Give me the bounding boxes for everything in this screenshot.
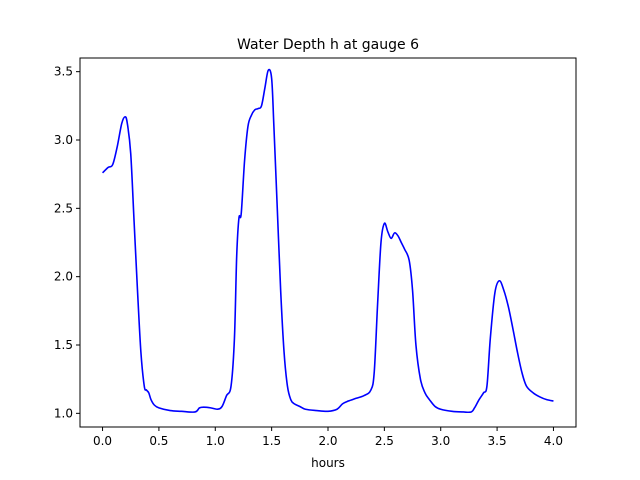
y-tick-label: 2.0 — [54, 270, 73, 284]
x-tick-label: 0.5 — [149, 434, 168, 448]
plot-frame — [79, 57, 577, 428]
series-line-0 — [101, 68, 554, 414]
x-tick-label: 1.5 — [262, 434, 281, 448]
x-tick-label: 0.0 — [93, 434, 112, 448]
y-tick-label: 2.5 — [54, 201, 73, 215]
series-line-layer — [101, 68, 554, 414]
y-axis: 1.0 1.5 2.0 2.5 3.0 3.5 — [54, 65, 80, 420]
x-axis-label: hours — [311, 456, 345, 470]
y-tick-label: 1.0 — [54, 406, 73, 420]
x-tick-label: 2.5 — [375, 434, 394, 448]
x-tick-label: 2.0 — [318, 434, 337, 448]
x-tick-label: 1.0 — [206, 434, 225, 448]
y-tick-label: 3.5 — [54, 65, 73, 79]
x-tick-label: 4.0 — [544, 434, 563, 448]
y-tick-label: 1.5 — [54, 338, 73, 352]
x-axis: 0.0 0.5 1.0 1.5 2.0 2.5 3.0 3.5 4.0 — [93, 427, 563, 448]
y-tick-label: 3.0 — [54, 133, 73, 147]
chart-title: Water Depth h at gauge 6 — [237, 37, 419, 53]
x-tick-label: 3.0 — [431, 434, 450, 448]
x-tick-label: 3.5 — [488, 434, 507, 448]
